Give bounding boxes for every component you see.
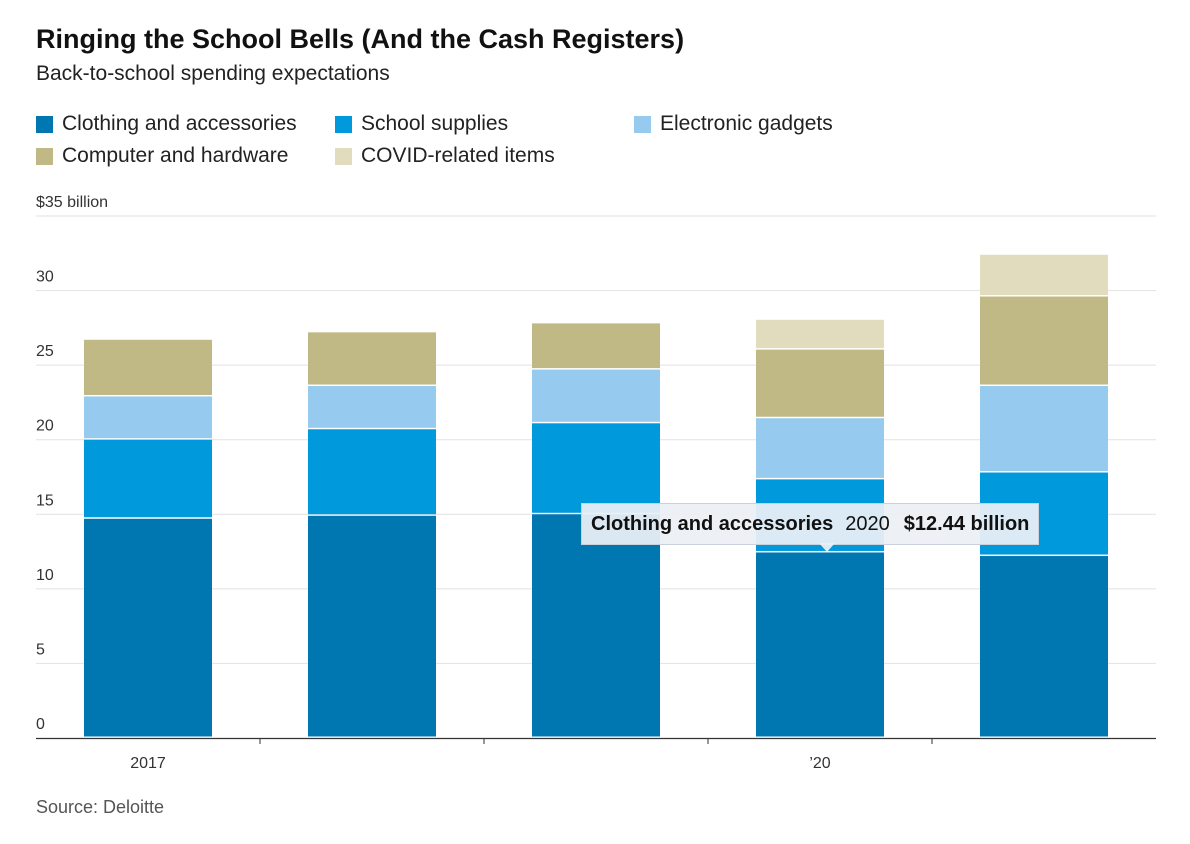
- bar-segment[interactable]: [980, 296, 1108, 385]
- legend-swatch: [335, 147, 352, 165]
- bar-segment[interactable]: [532, 323, 660, 369]
- bar-segment[interactable]: [756, 552, 884, 737]
- legend-label: Electronic gadgets: [660, 112, 833, 135]
- legend-label: Computer and hardware: [62, 144, 289, 167]
- legend-label: COVID-related items: [361, 144, 555, 167]
- legend-swatch: [36, 147, 53, 165]
- bar-segment[interactable]: [84, 339, 212, 395]
- legend-item-electronic-gadgets[interactable]: Electronic gadgets: [634, 112, 833, 136]
- bar-segment[interactable]: [84, 439, 212, 518]
- legend-label: School supplies: [361, 112, 509, 135]
- bar-segment[interactable]: [308, 429, 436, 515]
- bar-segment[interactable]: [980, 556, 1108, 737]
- tooltip-year: 2020: [845, 512, 890, 535]
- y-tick-label: 30: [36, 269, 54, 286]
- tooltip-value: $12.44 billion: [903, 512, 1030, 535]
- bar-segment[interactable]: [756, 319, 884, 349]
- y-tick-label: 5: [36, 641, 45, 658]
- legend-item-computer-hardware[interactable]: Computer and hardware: [36, 144, 288, 168]
- y-tick-label: $35 billion: [36, 194, 108, 211]
- y-tick-label: 15: [36, 492, 54, 509]
- bar-segment[interactable]: [532, 423, 660, 513]
- bar-segment[interactable]: [980, 386, 1108, 472]
- bar-segment[interactable]: [308, 386, 436, 428]
- legend-item-clothing[interactable]: Clothing and accessories: [36, 112, 297, 136]
- y-tick-label: 25: [36, 343, 54, 360]
- chart-title: Ringing the School Bells (And the Cash R…: [36, 24, 685, 54]
- bar-segment[interactable]: [84, 518, 212, 737]
- bar-segment[interactable]: [308, 515, 436, 737]
- legend-swatch: [335, 115, 352, 133]
- legend-label: Clothing and accessories: [62, 112, 297, 135]
- y-tick-label: 0: [36, 716, 45, 733]
- bar-segment[interactable]: [756, 349, 884, 417]
- x-tick-label: ’20: [809, 755, 830, 772]
- tooltip-series: Clothing and accessories: [591, 512, 834, 535]
- legend-swatch: [36, 115, 53, 133]
- bar-segment[interactable]: [756, 418, 884, 478]
- y-tick-label: 20: [36, 418, 54, 435]
- bar-segment[interactable]: [84, 396, 212, 439]
- tooltip-pointer: [819, 543, 835, 552]
- legend-item-school-supplies[interactable]: School supplies: [335, 112, 508, 136]
- chart-subtitle: Back-to-school spending expectations: [36, 62, 390, 85]
- source-note: Source: Deloitte: [36, 797, 165, 817]
- legend-item-covid-items[interactable]: COVID-related items: [335, 144, 555, 168]
- bar-segment[interactable]: [308, 332, 436, 385]
- tooltip: Clothing and accessories 2020 $12.44 bil…: [581, 503, 1040, 545]
- bar-segment[interactable]: [532, 369, 660, 422]
- bar-segment[interactable]: [532, 514, 660, 737]
- y-tick-label: 10: [36, 567, 54, 584]
- x-tick-label: 2017: [130, 755, 166, 772]
- legend-swatch: [634, 115, 651, 133]
- bar-segment[interactable]: [980, 254, 1108, 296]
